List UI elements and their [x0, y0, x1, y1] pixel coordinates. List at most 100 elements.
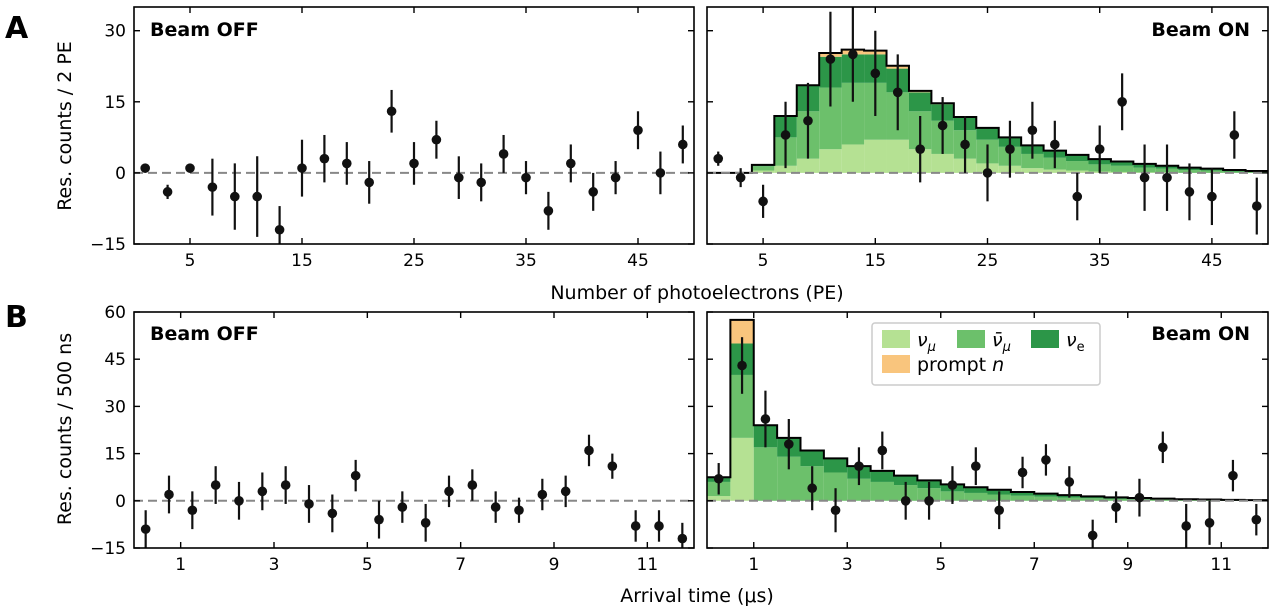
a-off-data-point [566, 158, 576, 169]
b-on-xtick-label: 11 [1210, 555, 1232, 575]
b-on-data-point [737, 360, 747, 371]
a-on-bar-numu [774, 165, 797, 173]
b-on-bar-numubar [777, 456, 801, 501]
b-on-xtick-label: 3 [842, 555, 853, 575]
a-on-bar-numu [886, 139, 909, 173]
a-off-data-point [297, 163, 307, 173]
a-on-bar-nue [976, 127, 999, 140]
b-xlabel: Arrival time (μs) [620, 585, 774, 607]
b-off-xtick-label: 3 [269, 555, 280, 575]
a-off-xtick-label: 5 [185, 251, 196, 271]
b-on-frame [706, 311, 1269, 549]
panel-label-b: B [5, 300, 28, 335]
b-off-ytick-label: 0 [115, 492, 126, 512]
a-on-data-point [1094, 144, 1105, 154]
legend-swatch-numubar [957, 330, 985, 348]
a-ylabel: Res. counts / 2 PE [54, 41, 76, 211]
legend-label-prompt-n: prompt n [917, 354, 1004, 376]
b-off-data-point [514, 505, 524, 516]
a-off-data-point [319, 153, 330, 164]
a-on-xtick-label: 45 [1201, 251, 1223, 271]
b-off-data-point [444, 486, 454, 497]
a-off-data-point [498, 149, 509, 159]
b-on-bar-nue [870, 470, 894, 482]
b-off-ytick-label: 60 [104, 303, 126, 323]
a-on-data-point [1050, 139, 1060, 150]
b-on-xtick-label: 7 [1029, 555, 1040, 575]
b-on-bar-prompt-n [730, 319, 754, 344]
b-off-xtick-label: 5 [362, 555, 373, 575]
legend-swatch-nue [1031, 330, 1059, 348]
b-off-xtick-label: 11 [637, 555, 659, 575]
a-on-data-point [780, 130, 791, 140]
b-on-bar-numubar [730, 374, 754, 438]
a-on-bar-nue [908, 92, 932, 112]
beam-off-label-a: Beam OFF [150, 19, 259, 41]
b-off-data-point [607, 461, 618, 471]
a-on-bar-nue [1110, 161, 1134, 166]
a-on-data-point [915, 144, 925, 154]
a-off-xtick-label: 15 [291, 251, 313, 271]
a-on-bar-numubar [751, 166, 775, 171]
a-on-bar-nue [1066, 154, 1089, 162]
b-on-xtick-label: 9 [1122, 555, 1133, 575]
a-on-bar-numu [931, 153, 954, 173]
b-on-data-point [1134, 492, 1145, 503]
panel-a-beam-off: Beam OFF 5 15 25 35 45 −15 0 15 30 [90, 6, 695, 271]
a-on-bar-numu [751, 170, 775, 173]
b-on-bar-numubar [847, 478, 871, 501]
a-off-data-point [207, 182, 218, 192]
b-off-data-point [374, 514, 384, 525]
b-off-ytick-label: 45 [104, 350, 126, 370]
b-on-data-point [713, 473, 724, 484]
b-on-bar-numu [707, 496, 731, 501]
b-on-data-point [1158, 442, 1168, 453]
a-on-xtick-label: 15 [864, 251, 886, 271]
a-on-data-point [803, 115, 813, 126]
a-off-ytick-label: −15 [90, 235, 126, 255]
a-on-data-point [1207, 191, 1217, 202]
b-on-data-point [877, 445, 888, 456]
a-off-data-point [610, 172, 621, 183]
b-off-data-point [490, 502, 501, 512]
b-on-data-point [1017, 467, 1028, 478]
a-on-xtick-label: 5 [758, 251, 769, 271]
a-off-data-point [409, 158, 419, 169]
a-off-data-point [162, 187, 173, 197]
panel-b-beam-on: Beam ON 1 3 5 7 9 11 [706, 311, 1269, 575]
b-off-data-point [327, 508, 338, 519]
b-off-ytick-label: 30 [104, 397, 126, 417]
a-on-data-point [982, 168, 993, 178]
a-on-bar-numu [1021, 168, 1044, 173]
b-on-bar-numubar [1057, 497, 1081, 501]
b-on-data-point [1204, 518, 1215, 528]
b-on-data-point [947, 480, 958, 490]
b-off-data-point [164, 489, 174, 500]
a-on-data-point [937, 120, 948, 131]
b-on-xtick-label: 5 [935, 555, 946, 575]
b-on-bar-nue [1010, 491, 1035, 496]
a-on-bar-numubar [1223, 171, 1246, 173]
b-on-bar-nue [894, 475, 918, 486]
legend: νμ ν̄μ νe prompt n [871, 322, 1101, 386]
b-off-data-point [234, 496, 244, 506]
a-off-data-point [364, 177, 375, 188]
b-on-data-point [900, 496, 911, 506]
b-off-data-point [140, 524, 151, 534]
a-off-frame [133, 6, 695, 245]
b-off-xtick-label: 1 [175, 555, 186, 575]
a-off-data-point [386, 106, 397, 117]
a-on-data-point [892, 87, 903, 98]
a-off-data-point [521, 172, 531, 183]
b-off-data-point [584, 445, 594, 456]
a-off-data-point [633, 125, 643, 136]
a-on-data-point [848, 49, 858, 60]
a-on-bar-numubar [1110, 165, 1134, 172]
b-on-data-point [924, 496, 934, 506]
a-off-data-point [342, 158, 352, 169]
b-off-xtick-label: 9 [549, 555, 560, 575]
panel-a-beam-on: Beam ON 5 15 25 35 45 [706, 6, 1269, 271]
a-on-bar-numu [796, 158, 820, 173]
a-off-data-point [140, 163, 150, 173]
b-on-bar-nue [1034, 493, 1058, 497]
